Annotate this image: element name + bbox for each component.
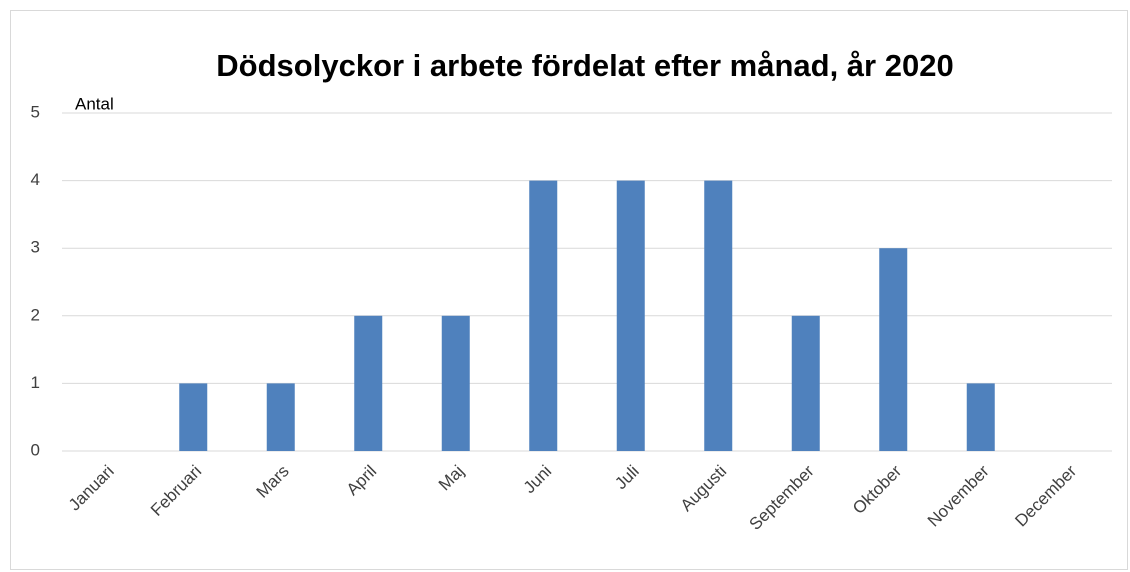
- y-tick-label: 1: [31, 373, 40, 392]
- bar: [266, 383, 295, 451]
- chart-title: Dödsolyckor i arbete fördelat efter måna…: [216, 48, 953, 83]
- bar: [966, 383, 995, 451]
- bar: [879, 248, 908, 451]
- bar: [441, 315, 470, 451]
- y-tick-label: 5: [31, 102, 40, 121]
- bar: [179, 383, 208, 451]
- bar: [704, 180, 733, 451]
- y-tick-label: 3: [31, 238, 40, 257]
- y-tick-label: 4: [31, 170, 40, 189]
- y-tick-label: 0: [31, 440, 40, 459]
- bar: [529, 180, 558, 451]
- bar: [354, 315, 383, 451]
- y-tick-label: 2: [31, 305, 40, 324]
- y-axis-label: Antal: [75, 94, 114, 113]
- bar: [791, 315, 820, 451]
- bar: [616, 180, 645, 451]
- chart-frame: [10, 10, 1128, 570]
